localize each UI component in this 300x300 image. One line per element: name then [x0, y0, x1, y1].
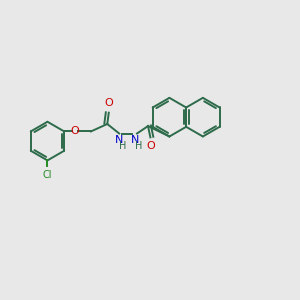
Text: H: H — [135, 141, 142, 151]
Text: Cl: Cl — [43, 170, 52, 180]
Text: H: H — [119, 141, 127, 151]
Text: O: O — [146, 141, 155, 151]
Text: O: O — [70, 126, 79, 136]
Text: N: N — [115, 135, 123, 145]
Text: O: O — [104, 98, 113, 108]
Text: N: N — [130, 135, 139, 145]
